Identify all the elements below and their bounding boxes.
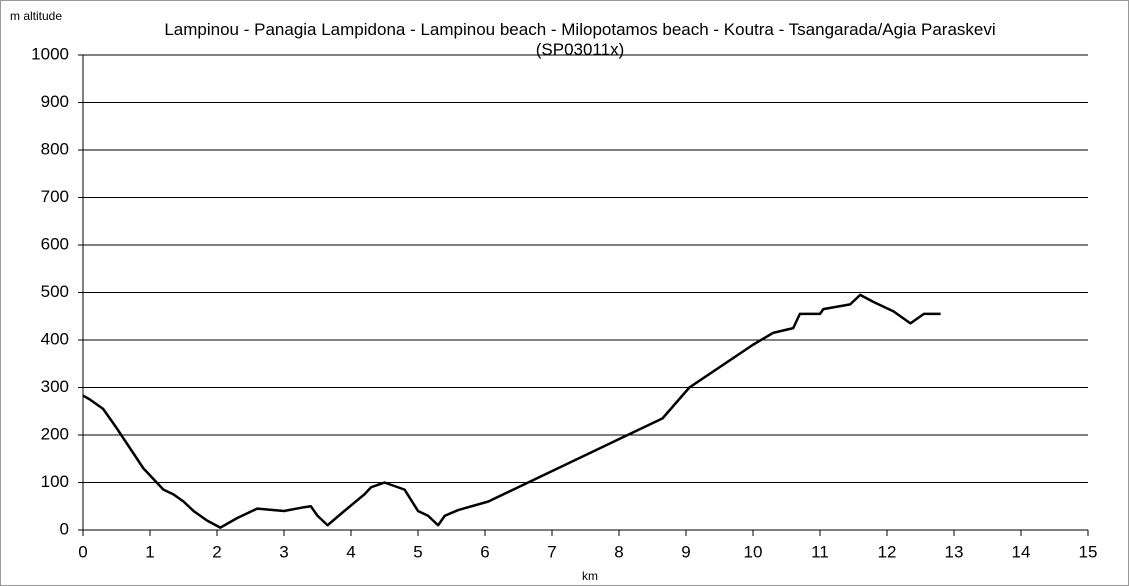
x-tick-label: 13 xyxy=(945,542,964,561)
x-tick-label: 0 xyxy=(78,542,87,561)
y-tick-label: 600 xyxy=(41,234,69,253)
x-tick-label: 10 xyxy=(744,542,763,561)
y-tick-label: 300 xyxy=(41,377,69,396)
x-tick-label: 6 xyxy=(480,542,489,561)
x-tick-label: 15 xyxy=(1079,542,1098,561)
y-tick-label: 0 xyxy=(60,519,69,538)
chart-title: Lampinou - Panagia Lampidona - Lampinou … xyxy=(164,20,996,59)
line-series xyxy=(82,293,941,529)
x-tick-label: 2 xyxy=(212,542,221,561)
y-axis-label: m altitude xyxy=(10,9,62,23)
x-tick-label: 14 xyxy=(1012,542,1031,561)
x-tick-label: 1 xyxy=(145,542,154,561)
y-tick-label: 400 xyxy=(41,329,69,348)
x-tick-label: 4 xyxy=(346,542,355,561)
y-tick-label: 500 xyxy=(41,282,69,301)
x-tick-label: 5 xyxy=(413,542,422,561)
x-tick-label: 12 xyxy=(878,542,897,561)
y-tick-label: 100 xyxy=(41,472,69,491)
x-tick-label: 11 xyxy=(811,542,829,561)
x-tick-label: 8 xyxy=(614,542,623,561)
y-tick-label: 800 xyxy=(41,139,69,158)
x-axis-label: km xyxy=(582,569,598,583)
x-tick-label: 9 xyxy=(681,542,690,561)
y-tick-label: 700 xyxy=(41,187,69,206)
x-tick-label: 7 xyxy=(547,542,556,561)
x-tick-label: 3 xyxy=(279,542,288,561)
y-tick-label: 200 xyxy=(41,424,69,443)
y-tick-label: 1000 xyxy=(31,44,69,63)
y-tick-label: 900 xyxy=(41,92,69,111)
